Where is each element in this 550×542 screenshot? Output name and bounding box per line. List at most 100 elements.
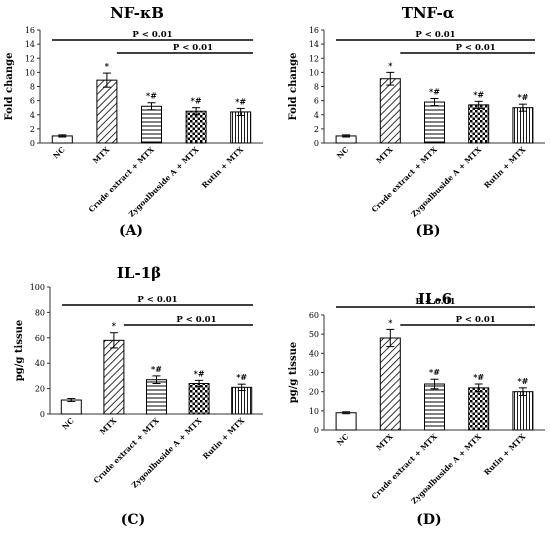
p-value-label: P < 0.01	[137, 295, 177, 305]
bar-5	[231, 386, 253, 415]
y-tick-label: 6	[30, 97, 35, 106]
category-label: Rutin + MTX	[482, 432, 527, 477]
y-tick-label: 14	[309, 40, 319, 49]
category-label: NC	[335, 145, 350, 160]
y-axis-label: pg/g tissue	[288, 342, 299, 403]
panel-label: (C)	[121, 512, 145, 528]
significance-marker: *	[105, 61, 110, 71]
bar-2	[379, 78, 401, 144]
p-value-label: P < 0.01	[132, 30, 172, 40]
y-tick-label: 30	[309, 369, 319, 378]
panel-label: (D)	[416, 512, 441, 528]
category-label: Rutin + MTX	[482, 145, 527, 190]
bar-1	[60, 399, 82, 415]
y-axis-label: Fold change	[288, 53, 299, 121]
significance-marker: *	[388, 60, 393, 70]
y-tick-label: 14	[25, 40, 35, 49]
category-label: Zygoalbuside A + MTX	[130, 416, 204, 490]
y-tick-label: 2	[314, 125, 319, 134]
bar-3	[146, 379, 167, 415]
category-label: NC	[335, 432, 350, 447]
bar-5	[512, 391, 534, 431]
p-value-label: P < 0.01	[415, 30, 455, 40]
p-value-label: P < 0.01	[176, 315, 216, 325]
y-tick-label: 80	[35, 308, 45, 317]
y-tick-label: 40	[309, 349, 319, 358]
y-tick-label: 0	[314, 139, 319, 148]
y-tick-label: 10	[309, 68, 319, 77]
y-tick-label: 4	[314, 111, 319, 120]
p-value-label: P < 0.01	[173, 43, 213, 53]
y-tick-label: 10	[309, 407, 319, 416]
bar-5	[512, 107, 534, 144]
y-tick-label: 40	[35, 359, 45, 368]
category-label: NC	[51, 145, 66, 160]
y-tick-label: 12	[309, 54, 319, 63]
y-tick-label: 6	[314, 97, 319, 106]
significance-marker: *	[388, 317, 393, 327]
y-tick-label: 8	[30, 83, 35, 92]
significance-marker: *#	[146, 91, 157, 101]
y-tick-label: 50	[309, 330, 319, 339]
y-tick-label: 0	[30, 139, 35, 148]
y-tick-label: 60	[309, 311, 319, 320]
category-label: MTX	[374, 432, 394, 452]
significance-marker: *#	[235, 96, 246, 106]
bar-4	[185, 110, 207, 144]
bar-5	[230, 111, 252, 144]
category-label: MTX	[374, 145, 394, 165]
bar-4	[468, 104, 490, 144]
bar-3	[141, 105, 162, 144]
bar-2	[96, 79, 118, 144]
p-value-label: P < 0.01	[415, 297, 455, 307]
y-tick-label: 16	[25, 26, 35, 35]
y-tick-label: 10	[25, 68, 35, 77]
y-tick-label: 20	[309, 388, 319, 397]
category-label: Rutin + MTX	[201, 416, 246, 461]
y-axis-label: pg/g tissue	[14, 320, 25, 381]
significance-marker: *#	[473, 372, 484, 382]
bar-4	[188, 383, 210, 415]
y-tick-label: 12	[25, 54, 35, 63]
y-tick-label: 100	[30, 283, 45, 292]
y-tick-label: 20	[35, 385, 45, 394]
y-tick-label: 60	[35, 334, 45, 343]
significance-marker: *#	[151, 364, 162, 374]
category-label: Rutin + MTX	[200, 145, 245, 190]
significance-marker: *#	[473, 89, 484, 99]
significance-marker: *#	[191, 96, 202, 106]
chart-title: NF-κB	[110, 4, 164, 22]
y-tick-label: 0	[314, 426, 319, 435]
category-label: MTX	[98, 416, 118, 436]
significance-marker: *#	[517, 92, 528, 102]
significance-marker: *#	[429, 367, 440, 377]
y-tick-label: 0	[40, 410, 45, 419]
category-label: NC	[60, 416, 75, 431]
category-label: MTX	[91, 145, 111, 165]
bar-1	[335, 412, 357, 431]
significance-marker: *#	[236, 372, 247, 382]
significance-marker: *#	[517, 376, 528, 386]
panel-label: (B)	[415, 223, 440, 239]
p-value-label: P < 0.01	[456, 43, 496, 53]
significance-marker: *#	[429, 87, 440, 97]
significance-marker: *	[112, 321, 117, 331]
significance-marker: *#	[194, 368, 205, 378]
bar-3	[424, 383, 445, 431]
chart-panel-4: IL-6pg/g tissue0102030405060NC*MTX*#Crud…	[288, 290, 545, 528]
chart-title: IL-1β	[117, 264, 161, 282]
y-tick-label: 8	[314, 83, 319, 92]
bar-4	[468, 387, 490, 431]
y-tick-label: 2	[30, 125, 35, 134]
y-axis-label: Fold change	[4, 53, 15, 121]
p-value-label: P < 0.01	[456, 315, 496, 325]
chart-title: IL-6	[418, 290, 452, 308]
y-tick-label: 4	[30, 111, 35, 120]
bar-2	[103, 339, 125, 415]
bar-3	[424, 101, 445, 144]
bar-2	[379, 337, 401, 431]
